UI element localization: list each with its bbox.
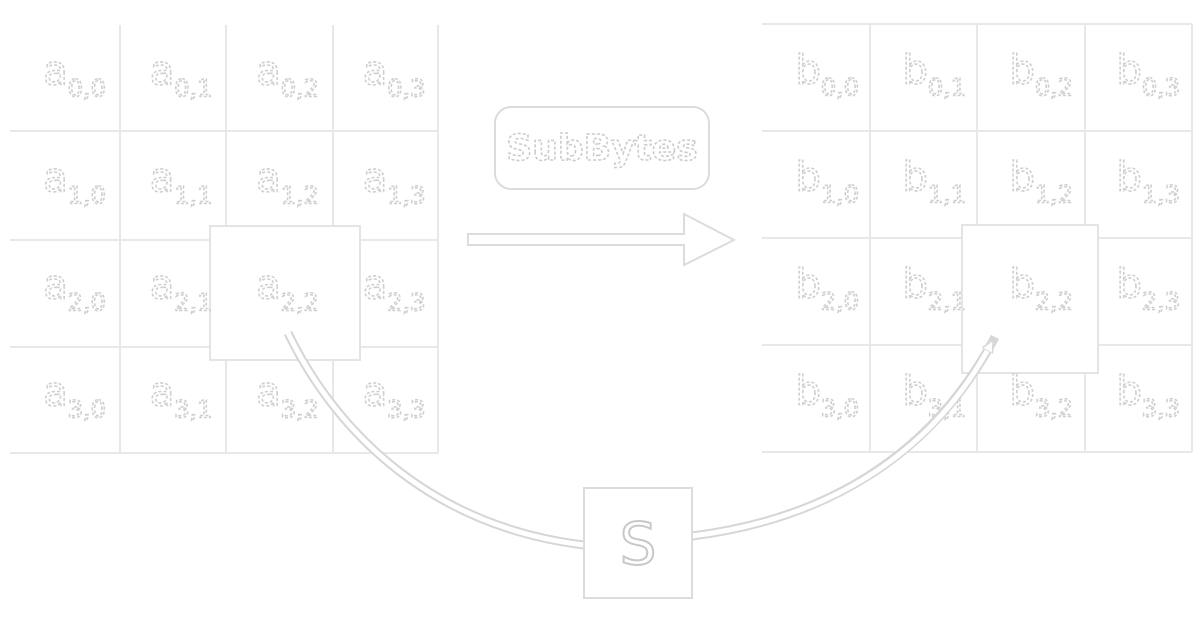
input-cell-1-1: a1,1 (150, 156, 213, 210)
input-cell-2-2: a2,2 (256, 263, 319, 317)
output-cell-1-0: b1,0 (796, 155, 860, 209)
input-highlighted-cell (209, 225, 361, 361)
input-cell-1-2: a1,2 (256, 156, 319, 210)
output-cell-0-3: b0,3 (1117, 48, 1181, 102)
sbox-to-output-curve (691, 334, 999, 541)
input-cell-2-0: a2,0 (43, 263, 106, 317)
output-cell-0-0: b0,0 (796, 48, 860, 102)
input-cell-2-3: a2,3 (363, 263, 426, 317)
output-cell-2-1: b2,1 (903, 262, 967, 316)
input-cell-3-0: a3,0 (43, 370, 106, 424)
output-grid-lines (762, 23, 1193, 453)
output-cell-2-3: b2,3 (1117, 262, 1181, 316)
input-cell-0-2: a0,2 (256, 49, 319, 103)
input-cell-1-0: a1,0 (43, 156, 106, 210)
operation-label-box (494, 106, 710, 190)
input-cell-1-3: a1,3 (363, 156, 426, 210)
input-cell-0-1: a0,1 (150, 49, 213, 103)
operation-arrow (467, 212, 737, 267)
input-state-cells: a0,0 a0,1 a0,2 a0,3 a1,0 a1,1 a1,2 a1,3 a2,0 a2,1… (42, 48, 426, 425)
output-cell-3-0: b3,0 (796, 369, 860, 423)
output-cell-3-2: b3,2 (1010, 369, 1074, 423)
output-highlighted-cell (961, 224, 1099, 374)
output-cell-0-1: b0,1 (903, 48, 967, 102)
input-cell-0-0: a0,0 (43, 49, 106, 103)
output-cell-3-3: b3,3 (1117, 369, 1181, 423)
output-cell-1-1: b1,1 (903, 155, 967, 209)
output-cell-1-3: b1,3 (1117, 155, 1181, 209)
operation-label: SubBytes (506, 128, 697, 169)
input-cell-3-1: a3,1 (150, 370, 213, 424)
output-cell-2-2: b2,2 (1010, 262, 1074, 316)
sbox-label: S (620, 510, 657, 578)
input-cell-2-1: a2,1 (150, 263, 213, 317)
sbox-box (583, 487, 693, 599)
output-cell-2-0: b2,0 (796, 262, 860, 316)
input-cell-3-3: a3,3 (363, 370, 426, 424)
input-cell-3-2: a3,2 (256, 370, 319, 424)
output-cell-1-2: b1,2 (1010, 155, 1074, 209)
input-cell-0-3: a0,3 (363, 49, 426, 103)
output-cell-0-2: b0,2 (1010, 48, 1074, 102)
